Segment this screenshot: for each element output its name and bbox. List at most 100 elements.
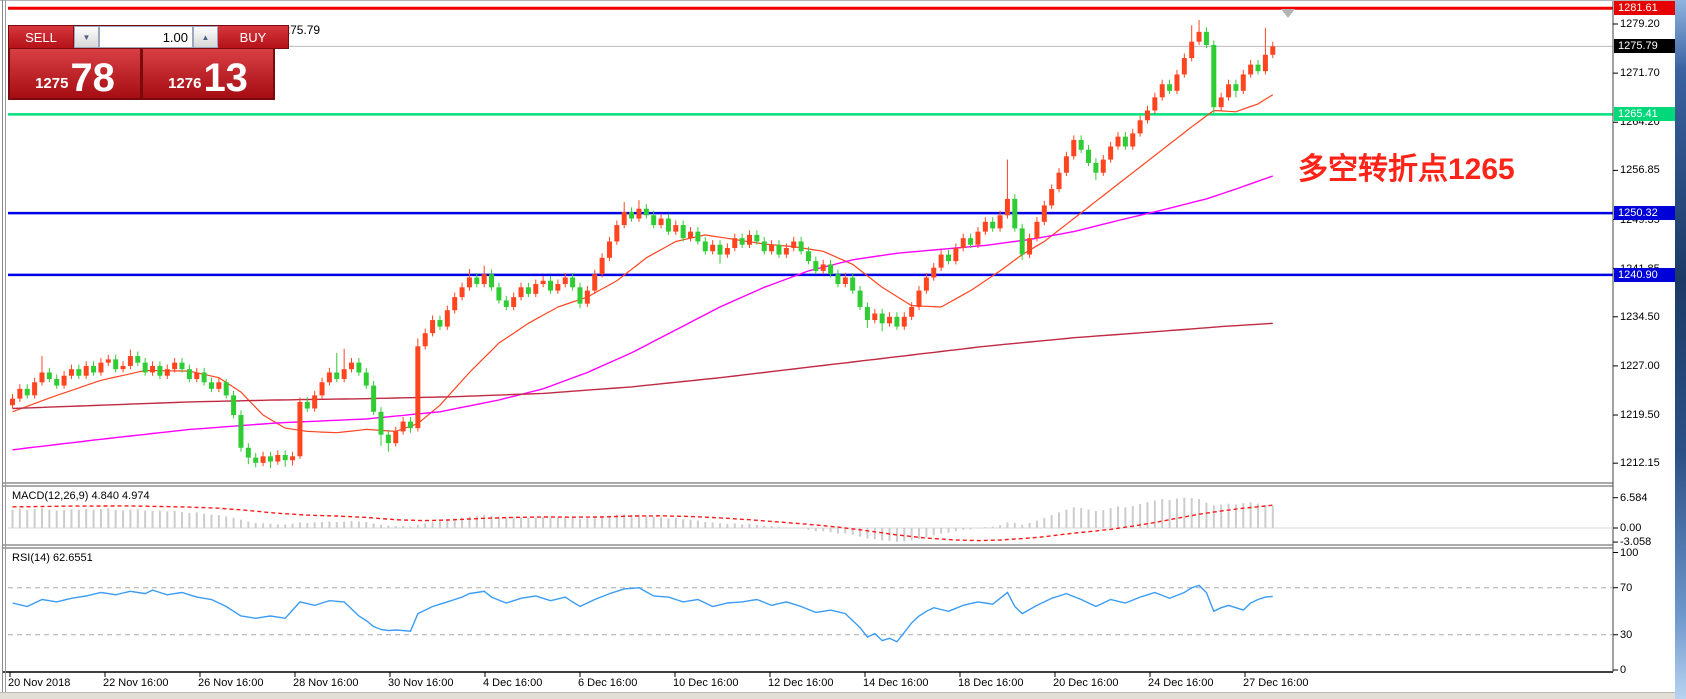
candle-body	[710, 244, 716, 252]
candle-body	[592, 274, 598, 291]
candle-body	[1152, 97, 1158, 111]
candle-body	[142, 362, 148, 373]
candle-body	[135, 356, 141, 363]
candle-body	[1226, 84, 1232, 98]
time-tick-label: 6 Dec 16:00	[578, 677, 638, 689]
candle-body	[489, 274, 495, 288]
candle-body	[61, 375, 67, 386]
candle-body	[1137, 120, 1143, 134]
candle-body	[371, 385, 377, 412]
candle-body	[1189, 41, 1195, 59]
candle-body	[555, 284, 561, 291]
chevron-up-icon: ▲	[201, 32, 210, 42]
candle-body	[997, 215, 1003, 229]
candle-body	[1049, 189, 1055, 206]
candle-body	[864, 306, 870, 321]
candle-body	[842, 277, 848, 285]
candle-body	[422, 333, 428, 347]
candle-body	[1196, 31, 1202, 42]
candle-body	[887, 316, 893, 324]
candle-body	[850, 277, 856, 291]
candle-body	[481, 274, 487, 285]
time-tick-label: 24 Dec 16:00	[1148, 677, 1214, 689]
candle-body	[1262, 54, 1268, 72]
candle-body	[231, 395, 237, 416]
sell-button[interactable]: SELL	[9, 26, 74, 48]
time-tick-label: 12 Dec 16:00	[768, 677, 834, 689]
candle-body	[1255, 64, 1261, 72]
candle-body	[400, 421, 406, 432]
time-tick-label: 18 Dec 16:00	[958, 677, 1024, 689]
price-badge: 1250.32	[1614, 206, 1675, 221]
candle-body	[208, 382, 214, 389]
candle-body	[164, 369, 170, 376]
trade-panel-top-row: SELL ▼ ▲ BUY	[8, 25, 289, 49]
price-tick-label: 1212.15	[1620, 457, 1660, 470]
candle-body	[916, 290, 922, 307]
candle-body	[1012, 198, 1018, 229]
time-tick-label: 22 Nov 16:00	[103, 677, 169, 689]
volume-input[interactable]	[99, 26, 193, 48]
window-left-edge-inner	[5, 0, 6, 699]
candle-body	[496, 287, 502, 301]
candle-body	[894, 316, 900, 327]
candle-body	[820, 264, 826, 271]
candle-body	[1122, 136, 1128, 147]
candle-body	[982, 221, 988, 232]
candle-body	[1144, 110, 1150, 121]
candle-body	[938, 254, 944, 268]
candle-body	[761, 241, 767, 252]
candle-body	[179, 362, 185, 370]
candle-body	[1063, 156, 1069, 173]
candle-body	[76, 369, 82, 376]
price-tick-label: 1234.50	[1620, 310, 1660, 323]
candle-body	[334, 372, 340, 380]
candle-body	[525, 287, 531, 294]
candle-body	[260, 456, 266, 463]
candle-body	[172, 362, 178, 370]
candle-body	[724, 248, 730, 255]
candle-body	[1167, 84, 1173, 91]
time-tick-label: 4 Dec 16:00	[483, 677, 543, 689]
ma-slow-line	[12, 322, 1273, 410]
price-badge: 1275.79	[1614, 39, 1675, 54]
volume-decrease-button[interactable]: ▼	[74, 26, 99, 48]
candle-body	[813, 261, 819, 271]
candle-body	[1078, 139, 1084, 150]
candle-body	[680, 225, 686, 239]
candle-body	[32, 382, 38, 396]
candle-body	[1019, 228, 1025, 255]
candle-body	[665, 218, 671, 232]
candle-body	[643, 208, 649, 216]
candle-body	[511, 297, 517, 307]
candle-body	[194, 372, 200, 380]
candle-body	[1248, 64, 1254, 75]
candle-body	[113, 359, 119, 370]
volume-increase-button[interactable]: ▲	[193, 26, 218, 48]
chart-annotation-text: 多空转折点1265	[1298, 153, 1515, 186]
rsi-line	[12, 584, 1273, 643]
candle-body	[606, 241, 612, 258]
candle-body	[150, 365, 156, 373]
candle-body	[562, 277, 568, 285]
candle-body	[636, 208, 642, 219]
candle-body	[341, 369, 347, 380]
sell-price-panel[interactable]: 1275 78	[10, 49, 140, 98]
candle-body	[783, 248, 789, 255]
candle-body	[577, 287, 583, 304]
candle-body	[945, 254, 951, 262]
candle-body	[953, 248, 959, 262]
window-right-edge[interactable]	[1675, 0, 1686, 699]
candle-body	[444, 310, 450, 327]
candle-body	[363, 372, 369, 386]
candle-body	[651, 215, 657, 226]
candle-body	[658, 218, 664, 226]
candle-body	[393, 431, 399, 444]
candle-body	[828, 264, 834, 275]
candle-body	[24, 388, 30, 396]
buy-button[interactable]: BUY	[218, 26, 288, 48]
candle-body	[975, 231, 981, 245]
buy-price-panel[interactable]: 1276 13	[143, 49, 273, 98]
candle-body	[621, 211, 627, 226]
